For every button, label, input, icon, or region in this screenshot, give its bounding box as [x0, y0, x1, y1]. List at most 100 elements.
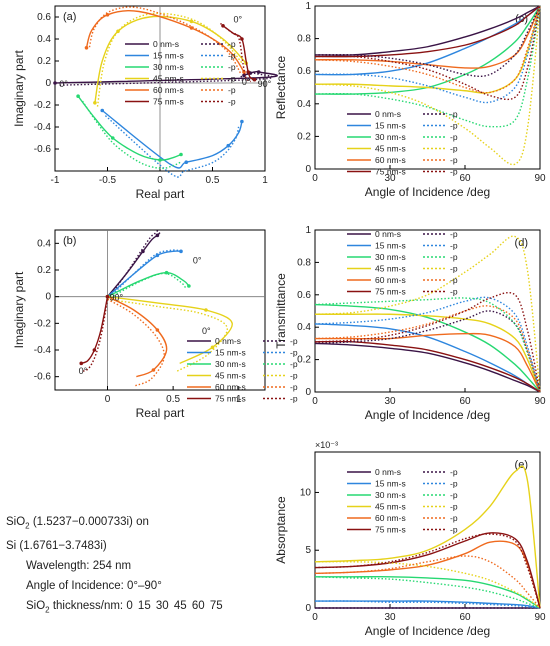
legend-label-p: -p — [228, 51, 236, 61]
legend-label-p: -p — [450, 264, 458, 274]
simulation-parameters: SiO2 (1.5237−0.000733i) on Si (1.6761−3.… — [6, 512, 223, 621]
data-point — [92, 348, 97, 352]
legend-label-s: 15 nm-s — [375, 479, 406, 489]
wavelength-line: Wavelength: 254 nm — [26, 560, 132, 573]
legend-label-s: 60 nm-s — [375, 155, 406, 165]
y-tick-label: 0.8 — [297, 257, 311, 268]
legend-label-p: -p — [450, 275, 458, 285]
y-tick-label: 1 — [305, 1, 311, 12]
x-axis-label: Angle of Incidence /deg — [365, 185, 490, 199]
data-point — [155, 233, 160, 238]
legend-label-p: -p — [290, 359, 298, 369]
legend-label-s: 45 nm-s — [375, 264, 406, 274]
legend-label-s: 30 nm-s — [375, 132, 406, 142]
legend-label-p: -p — [450, 144, 458, 154]
curve-p — [107, 298, 228, 372]
x-axis-label: Real part — [136, 187, 185, 201]
curve-s — [315, 313, 541, 393]
curve-s — [314, 5, 541, 58]
curve-p — [220, 22, 252, 83]
data-point — [246, 70, 250, 74]
x-tick-label: 0.5 — [166, 394, 180, 405]
substrate-line: Si (1.6761−3.7483i) — [6, 540, 107, 553]
x-tick-label: 60 — [459, 612, 471, 623]
legend-label-p: -p — [450, 132, 458, 142]
legend-label-s: 15 nm-s — [215, 348, 246, 358]
curve-s — [314, 303, 541, 393]
legend-label-p: -p — [290, 371, 298, 381]
angle-annotation: 0° — [234, 15, 243, 25]
curve-s — [314, 540, 541, 609]
legend-label-p: -p — [290, 394, 298, 404]
y-tick-label: 10 — [300, 487, 312, 498]
y-tick-label: 0.6 — [297, 66, 311, 77]
legend-label-s: 45 nm-s — [215, 371, 246, 381]
legend-label-p: -p — [290, 382, 298, 392]
y-tick-label: 0.6 — [297, 290, 311, 301]
angle-annotation: 90° — [110, 293, 124, 303]
curve-p — [314, 5, 541, 101]
y-axis-label: Imaginary part — [12, 271, 26, 348]
y-tick-label: 0.2 — [37, 265, 51, 276]
data-point — [158, 158, 162, 162]
plot-frame — [314, 229, 541, 393]
curve-s — [77, 95, 182, 161]
data-point — [252, 77, 257, 82]
curve-s — [80, 296, 109, 365]
y-tick-label: 0.4 — [297, 322, 311, 333]
legend-label-s: 75 nm-s — [375, 287, 406, 297]
legend-label-p: -p — [450, 525, 458, 535]
legend-label-s: 30 nm-s — [215, 359, 246, 369]
legend-label-p: -p — [450, 241, 458, 251]
x-tick-label: 60 — [459, 396, 471, 407]
y-tick-label: -0.2 — [34, 100, 52, 111]
data-point — [179, 249, 183, 254]
thickness-values: 0 15 30 45 60 75 — [126, 600, 223, 613]
thickness-line: SiO2 thickness/nm: 0 15 30 45 60 75 — [6, 596, 223, 620]
legend-label-s: 45 nm-s — [375, 502, 406, 512]
x-tick-label: 1 — [262, 175, 268, 186]
angle-annotation: 0° — [193, 255, 202, 265]
legend-label-p: -p — [228, 97, 236, 107]
data-point — [221, 24, 225, 28]
y-axis-label: Absorptance — [274, 496, 288, 564]
data-point — [105, 294, 110, 299]
data-point — [155, 328, 160, 332]
legend-label-p: -p — [228, 85, 236, 95]
legend-label-s: 60 nm-s — [153, 85, 184, 95]
curve-s — [314, 465, 541, 609]
aoi-line: Angle of Incidence: 0°–90° — [26, 580, 162, 593]
data-point — [240, 37, 244, 41]
panel-c: 0 30 60 90 0 0.2 0.4 0.6 0.8 1 Angle of Incidence … — [274, 1, 546, 199]
data-point — [187, 284, 191, 288]
curve-s — [222, 25, 255, 81]
plot-frame — [314, 5, 541, 170]
oxide-name: SiO — [6, 516, 26, 528]
y-tick-label: -0.6 — [34, 144, 52, 155]
x-axis-label: Real part — [136, 406, 185, 420]
y-axis-label: Reflectance — [274, 55, 288, 119]
legend-label-s: 60 nm-s — [215, 382, 246, 392]
curve-s — [107, 295, 233, 364]
legend-label-p: -p — [450, 490, 458, 500]
legend-label-p: -p — [450, 479, 458, 489]
curve-s — [314, 576, 541, 609]
x-tick-label: 30 — [384, 612, 396, 623]
x-tick-label: 90 — [534, 612, 546, 623]
y-tick-label: 0.2 — [297, 355, 311, 366]
data-point — [240, 119, 244, 124]
y-tick-label: -0.4 — [34, 122, 52, 133]
y-tick-label: 0.6 — [37, 12, 51, 23]
curve-s — [314, 5, 541, 94]
x-tick-label: 0 — [157, 175, 163, 186]
data-point — [110, 136, 115, 140]
legend-label-p: -p — [228, 39, 236, 49]
data-point — [189, 26, 194, 30]
curve-p — [314, 291, 541, 393]
curve-s — [101, 109, 243, 169]
x-tick-label: -1 — [51, 175, 60, 186]
legend-label-s: 75 nm-s — [375, 525, 406, 535]
thickness-subscript: 2 — [45, 605, 50, 615]
curve-p — [88, 6, 242, 74]
